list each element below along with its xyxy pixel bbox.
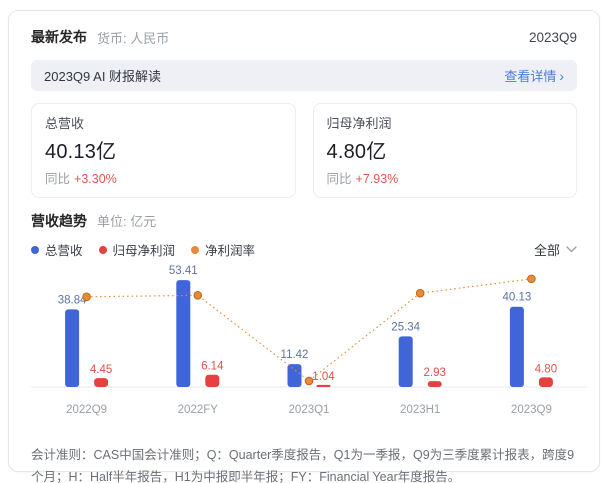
svg-text:53.41: 53.41 <box>169 265 198 277</box>
svg-text:2023Q1: 2023Q1 <box>289 404 330 416</box>
filter-label: 全部 <box>533 243 560 258</box>
legend-item-net-margin[interactable]: 净利润率 <box>191 240 255 259</box>
chart-wrap: 38.84 4.45 2022Q9 53.41 6.14 2022FY 11.42 1.04 2… <box>31 261 587 434</box>
legend-dot-red <box>98 245 107 254</box>
chart-legend: 总营收 归母净利润 净利润率 <box>31 240 255 259</box>
ai-report-banner[interactable]: 2023Q9 AI 财报解读 查看详情 › <box>31 60 577 91</box>
legend-label: 归母净利润 <box>112 244 176 258</box>
svg-text:40.13: 40.13 <box>503 292 532 304</box>
accounting-note: 会计准则：CAS中国会计准则；Q：Quarter季度报告，Q1为一季报，Q9为三… <box>31 448 575 483</box>
net-profit-card: 归母净利润 4.80亿 同比 +7.93% <box>312 103 577 198</box>
svg-text:2023H1: 2023H1 <box>400 404 440 416</box>
revenue-trend-chart[interactable]: 38.84 4.45 2022Q9 53.41 6.14 2022FY 11.421.04 2… <box>31 261 587 429</box>
revenue-card-label: 总营收 <box>45 116 85 131</box>
chart-title: 营收趋势 <box>31 213 87 229</box>
legend-dot-blue <box>31 245 39 254</box>
svg-text:2022FY: 2022FY <box>178 404 219 416</box>
svg-text:1.04: 1.04 <box>312 371 335 383</box>
revenue-card-yoy: 同比 +3.30% <box>45 168 282 187</box>
report-panel: 最新发布 货币: 人民币 2023Q9 2023Q9 AI 财报解读 查看详情 … <box>8 10 600 483</box>
legend-item-revenue[interactable]: 总营收 <box>31 240 83 259</box>
chevron-down-icon <box>566 246 577 253</box>
chart-unit-label: 单位: 亿元 <box>97 214 157 229</box>
page-title: 最新发布 <box>31 29 87 45</box>
svg-text:4.80: 4.80 <box>535 363 557 375</box>
legend-item-net-profit[interactable]: 归母净利润 <box>98 240 176 259</box>
stat-cards: 总营收 40.13亿 同比 +3.30% 归母净利润 4.80亿 同比 +7.93% <box>31 103 577 198</box>
yoy-label: 同比 <box>326 172 352 186</box>
legend-label: 总营收 <box>45 244 83 258</box>
view-details-link[interactable]: 查看详情 › <box>504 66 564 85</box>
svg-text:38.84: 38.84 <box>58 294 87 306</box>
currency-label: 货币: 人民币 <box>97 30 170 46</box>
legend-row: 总营收 归母净利润 净利润率 全部 <box>31 240 577 259</box>
svg-text:2022Q9: 2022Q9 <box>66 404 107 416</box>
chevron-right-icon: › <box>559 67 564 84</box>
yoy-label: 同比 <box>45 172 71 186</box>
net-profit-card-yoy: 同比 +7.93% <box>327 168 564 187</box>
header: 最新发布 货币: 人民币 2023Q9 <box>31 27 577 47</box>
period-label: 2023Q9 <box>528 29 577 45</box>
chart-section-header: 营收趋势 单位: 亿元 <box>31 211 577 231</box>
svg-text:6.14: 6.14 <box>201 361 224 373</box>
banner-title: 2023Q9 AI 财报解读 <box>44 69 162 84</box>
svg-text:25.34: 25.34 <box>391 321 420 333</box>
svg-text:2.93: 2.93 <box>424 367 446 379</box>
period-filter-dropdown[interactable]: 全部 <box>534 240 577 259</box>
view-details-label: 查看详情 <box>504 69 557 84</box>
svg-text:4.45: 4.45 <box>90 364 112 376</box>
yoy-value: +3.30% <box>74 172 117 186</box>
net-profit-card-label: 归母净利润 <box>326 116 392 131</box>
legend-dot-orange <box>191 245 200 254</box>
legend-label: 净利润率 <box>205 244 256 258</box>
yoy-value: +7.93% <box>355 172 399 186</box>
svg-text:11.42: 11.42 <box>281 349 309 361</box>
revenue-card-value: 40.13亿 <box>45 141 117 163</box>
net-profit-card-value: 4.80亿 <box>326 141 387 163</box>
svg-text:2023Q9: 2023Q9 <box>511 404 552 416</box>
revenue-card: 总营收 40.13亿 同比 +3.30% <box>31 103 296 198</box>
